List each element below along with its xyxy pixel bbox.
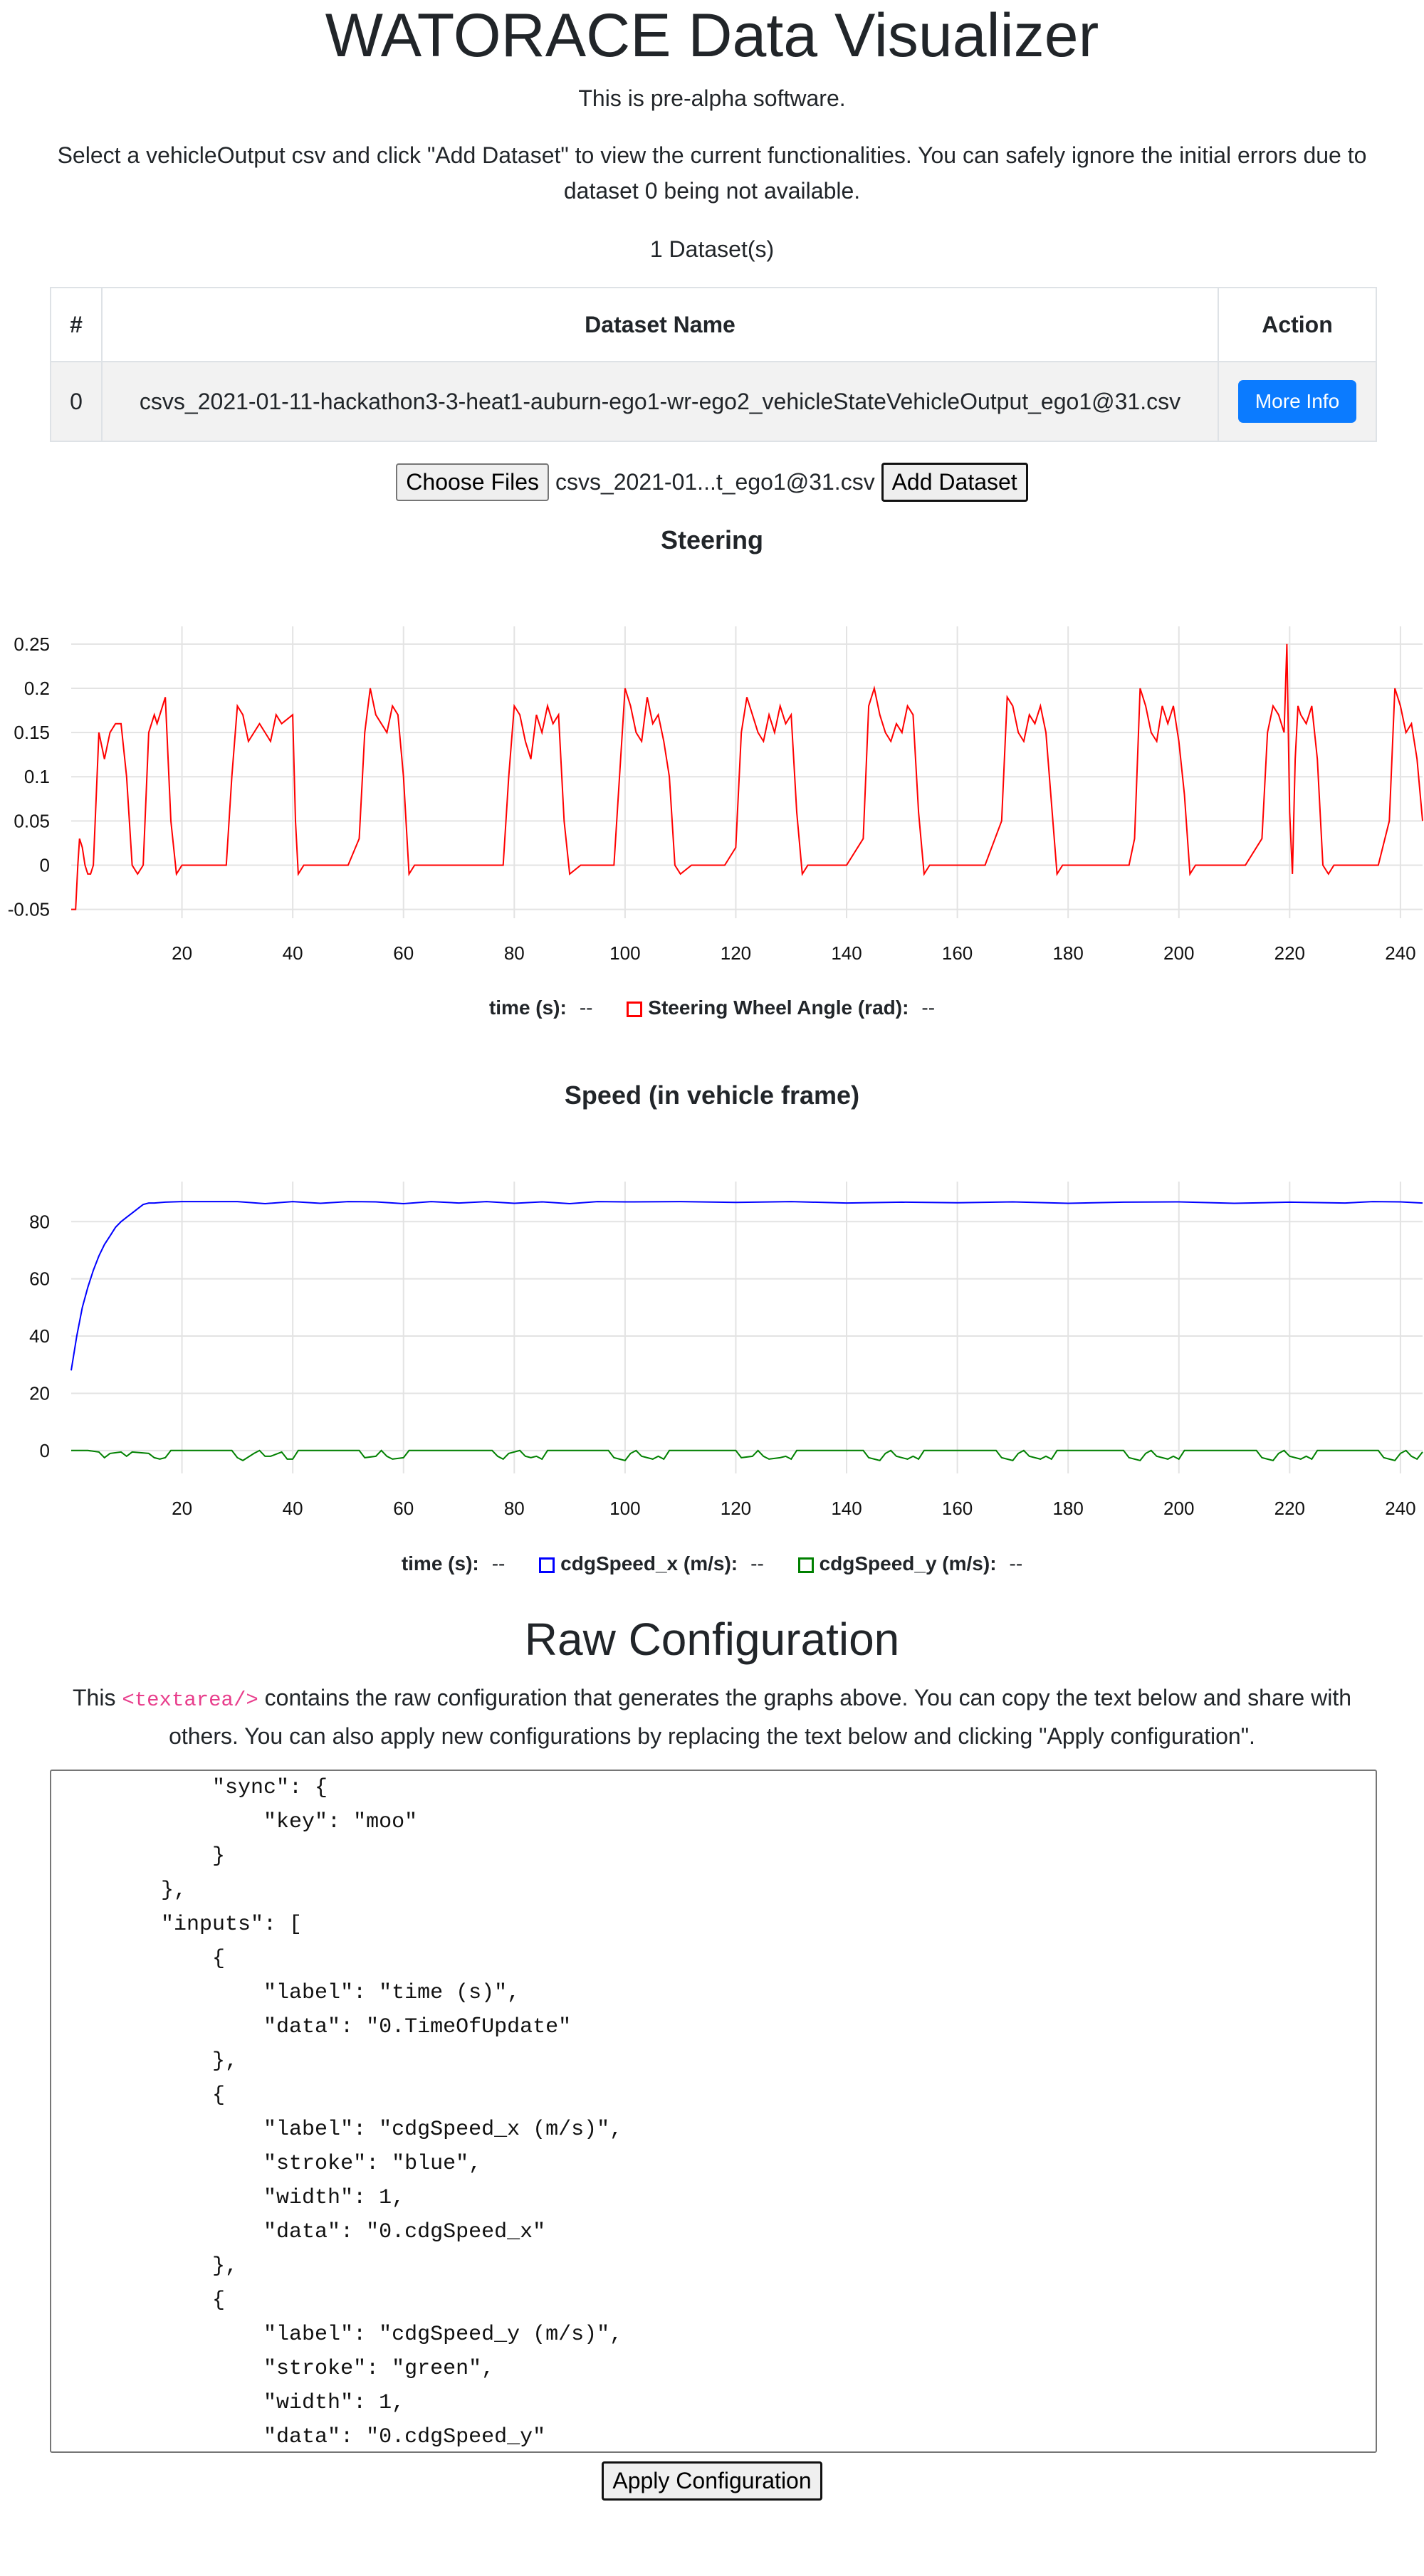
page-title: WATORACE Data Visualizer (325, 1, 1099, 70)
choose-files-button[interactable]: Choose Files (396, 463, 550, 501)
y-tick-label: 0.25 (14, 634, 50, 655)
x-tick-label: 40 (283, 942, 303, 964)
apply-configuration-button[interactable]: Apply Configuration (602, 2461, 822, 2501)
grid (71, 626, 1423, 918)
legend-speed-x-label: cdgSpeed_x (m/s): (560, 1552, 738, 1574)
legend-steering-label: Steering Wheel Angle (rad): (648, 997, 909, 1019)
y-tick-label: 60 (29, 1268, 50, 1290)
legend-steering-swatch (627, 1002, 643, 1017)
table-header-row: # Dataset Name Action (50, 287, 1377, 362)
dataset-index: 0 (50, 361, 103, 442)
y-tick-label: 0 (40, 1440, 50, 1461)
legend-time: time (s): -- (489, 997, 593, 1019)
x-tick-label: 160 (942, 942, 973, 964)
steering-chart[interactable]: 20 40 60 80 100 120 140 160 180 200 220 240 0.25 0.2 0… (0, 584, 1424, 982)
x-tick-label: 140 (831, 1498, 862, 1519)
apply-row: Apply Configuration (0, 2461, 1424, 2501)
x-tick-label: 80 (504, 1498, 525, 1519)
col-index-header: # (50, 287, 103, 362)
subtitle: This is pre-alpha software. (578, 85, 846, 111)
x-tick-label: 140 (831, 942, 862, 964)
col-name-header: Dataset Name (101, 287, 1219, 362)
raw-config-description: This <textarea/> contains the raw config… (36, 1680, 1388, 1754)
x-tick-label: 40 (283, 1498, 303, 1519)
legend-speed-x[interactable]: cdgSpeed_x (m/s): -- (539, 1552, 764, 1575)
x-tick-label: 20 (172, 942, 192, 964)
x-tick-label: 60 (393, 1498, 414, 1519)
series-line-steering-wheel-angle-rad- (71, 643, 1423, 910)
raw-config-title: Raw Configuration (524, 1614, 900, 1665)
steering-chart-title: Steering (660, 525, 764, 554)
table-row: 0 csvs_2021-01-11-hackathon3-3-heat1-aub… (50, 361, 1377, 442)
series-line-cdgspeed-x-m-s- (70, 1201, 1423, 1371)
x-tick-label: 100 (609, 1498, 640, 1519)
raw-config-textarea[interactable] (50, 1770, 1377, 2453)
dataset-table: # Dataset Name Action 0 csvs_2021-01-11-… (50, 287, 1377, 442)
file-input-row: Choose Files csvs_2021-01...t_ego1@31.cs… (0, 463, 1424, 502)
y-tick-label: 40 (29, 1325, 50, 1347)
legend-steering[interactable]: Steering Wheel Angle (rad): -- (627, 997, 935, 1019)
x-tick-label: 240 (1385, 1498, 1415, 1519)
y-tick-label: -0.05 (8, 899, 50, 920)
x-tick-label: 100 (609, 942, 640, 964)
selected-file-name: csvs_2021-01...t_ego1@31.csv (555, 469, 875, 495)
x-tick-label: 160 (942, 1498, 973, 1519)
legend-time-value: -- (491, 1552, 506, 1574)
y-tick-label: 0.2 (24, 678, 50, 699)
x-tick-label: 180 (1052, 1498, 1083, 1519)
legend-speed-y-swatch (797, 1557, 814, 1573)
x-tick-label: 200 (1163, 942, 1194, 964)
legend-time-label: time (s): (488, 997, 567, 1019)
instructions: Select a vehicleOutput csv and click "Ad… (57, 142, 1367, 204)
x-tick-label: 240 (1385, 942, 1415, 964)
speed-chart[interactable]: 20 40 60 80 100 120 140 160 180 200 220 24080604020… (0, 1139, 1424, 1537)
x-tick-label: 200 (1163, 1498, 1194, 1519)
steering-legend: time (s): -- Steering Wheel Angle (rad): -… (0, 997, 1424, 1019)
y-tick-label: 0 (40, 854, 50, 876)
legend-time: time (s): -- (402, 1552, 506, 1575)
dataset-name: csvs_2021-01-11-hackathon3-3-heat1-aubur… (101, 361, 1219, 442)
x-tick-label: 60 (393, 942, 414, 964)
y-tick-label: 80 (29, 1211, 50, 1232)
x-tick-label: 120 (721, 1498, 751, 1519)
speed-legend: time (s): -- cdgSpeed_x (m/s): -- cdgSpeed… (0, 1552, 1424, 1575)
speed-chart-title: Speed (in vehicle frame) (564, 1081, 860, 1110)
grid (71, 1182, 1423, 1473)
legend-speed-x-swatch (539, 1557, 555, 1573)
y-tick-label: 0.15 (14, 722, 50, 743)
add-dataset-button[interactable]: Add Dataset (881, 463, 1028, 502)
y-tick-label: 0.1 (24, 766, 50, 787)
textarea-code: <textarea/> (122, 1688, 258, 1712)
series-line-cdgspeed-y-m-s- (71, 1449, 1423, 1462)
legend-time-label: time (s): (401, 1552, 479, 1574)
y-tick-label: 20 (29, 1382, 50, 1404)
x-tick-label: 220 (1274, 942, 1305, 964)
desc-before: This (72, 1685, 122, 1710)
legend-speed-y[interactable]: cdgSpeed_y (m/s): -- (797, 1552, 1023, 1575)
legend-speed-x-value: -- (750, 1552, 764, 1574)
legend-steering-value: -- (921, 997, 936, 1019)
col-action-header: Action (1218, 287, 1377, 362)
x-tick-label: 220 (1274, 1498, 1305, 1519)
dataset-count: 1 Dataset(s) (649, 236, 775, 262)
legend-time-value: -- (579, 997, 593, 1019)
dataset-action-cell: More Info (1218, 361, 1377, 442)
desc-after: contains the raw configuration that gene… (169, 1685, 1351, 1749)
x-tick-label: 120 (721, 942, 751, 964)
x-tick-label: 180 (1052, 942, 1083, 964)
x-tick-label: 20 (172, 1498, 192, 1519)
legend-speed-y-label: cdgSpeed_y (m/s): (819, 1552, 997, 1574)
y-tick-label: 0.05 (14, 810, 50, 831)
legend-speed-y-value: -- (1009, 1552, 1023, 1574)
x-tick-label: 80 (504, 942, 525, 964)
more-info-button[interactable]: More Info (1237, 380, 1357, 423)
